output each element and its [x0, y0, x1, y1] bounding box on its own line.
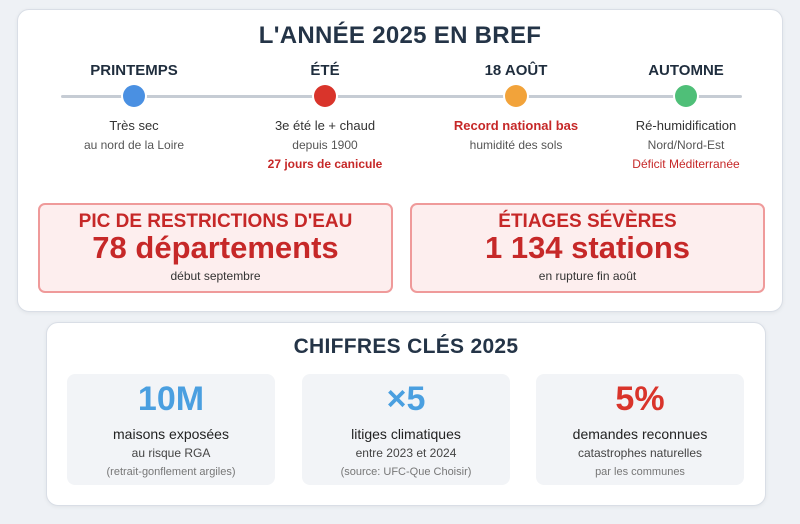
timeline-dot: [505, 85, 527, 107]
timeline-dot: [675, 85, 697, 107]
summary-title: L'ANNÉE 2025 EN BREF: [258, 22, 542, 49]
alert-box-restrictions: PIC DE RESTRICTIONS D'EAU 78 département…: [38, 203, 393, 293]
key-figures-title: CHIFFRES CLÉS 2025: [293, 335, 519, 358]
timeline-line1: 3e été le + chaud: [274, 118, 376, 133]
timeline-heading: 18 AOÛT: [484, 62, 548, 79]
alert-box-etiages: ÉTIAGES SÉVÈRES 1 134 stations en ruptur…: [410, 203, 765, 293]
stat-detail: entre 2023 et 2024: [355, 446, 457, 460]
stat-value: ×5: [386, 380, 426, 418]
stat-box-litiges: ×5 litiges climatiques entre 2023 et 202…: [302, 374, 510, 485]
stat-detail: au risque RGA: [131, 446, 211, 460]
timeline-line2: humidité des sols: [469, 138, 563, 152]
timeline-line3: 27 jours de canicule: [267, 157, 383, 171]
timeline-heading: ÉTÉ: [310, 62, 340, 79]
stat-value: 10M: [137, 380, 205, 418]
timeline-line1: Très sec: [109, 118, 159, 133]
timeline-line1: Record national bas: [453, 118, 579, 133]
timeline-dot: [314, 85, 336, 107]
timeline-line3: Déficit Méditerranée: [632, 157, 740, 171]
alert-value: 78 départements: [92, 230, 339, 265]
stat-detail: catastrophes naturelles: [577, 446, 703, 460]
alert-value: 1 134 stations: [484, 230, 691, 265]
alert-title: ÉTIAGES SÉVÈRES: [498, 211, 677, 232]
stat-label: litiges climatiques: [351, 426, 461, 442]
stat-box-demandes: 5% demandes reconnues catastrophes natur…: [536, 374, 744, 485]
timeline-line1: Ré-humidification: [635, 118, 737, 133]
timeline-line2: au nord de la Loire: [83, 138, 185, 152]
key-figures-card: CHIFFRES CLÉS 2025 10M maisons exposées …: [46, 322, 766, 506]
stat-note: (source: UFC-Que Choisir): [340, 466, 472, 478]
summary-card: L'ANNÉE 2025 EN BREF PRINTEMPS Très sec …: [17, 9, 783, 312]
stat-value: 5%: [615, 380, 665, 418]
stat-note: (retrait-gonflement argiles): [106, 466, 236, 478]
timeline-dot: [123, 85, 145, 107]
timeline-heading: AUTOMNE: [648, 62, 724, 79]
alert-subtitle: en rupture fin août: [538, 269, 637, 283]
stat-note: par les communes: [595, 466, 685, 478]
stat-label: demandes reconnues: [572, 426, 708, 442]
alert-subtitle: début septembre: [170, 269, 261, 283]
timeline-heading: PRINTEMPS: [90, 62, 178, 79]
timeline-line2: depuis 1900: [292, 138, 358, 152]
timeline-line2: Nord/Nord-Est: [647, 138, 725, 152]
stat-box-maisons: 10M maisons exposées au risque RGA (retr…: [67, 374, 275, 485]
stat-label: maisons exposées: [113, 426, 229, 442]
alert-title: PIC DE RESTRICTIONS D'EAU: [78, 211, 353, 232]
timeline-line: [61, 95, 742, 98]
